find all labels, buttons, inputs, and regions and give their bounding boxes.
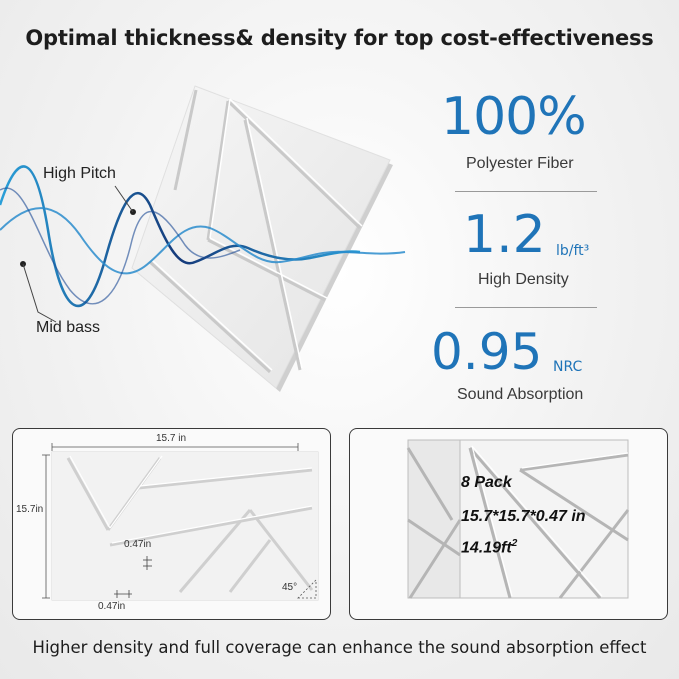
mid-bass-label: Mid bass bbox=[36, 319, 101, 336]
stat-density-label: High Density bbox=[478, 271, 569, 288]
high-pitch-label: High Pitch bbox=[43, 165, 116, 182]
stat-nrc-label: Sound Absorption bbox=[457, 386, 584, 403]
stat-density-unit: lb/ft³ bbox=[556, 243, 590, 259]
mid-bass-wave bbox=[0, 207, 406, 275]
stat-nrc-value: 0.95 bbox=[431, 323, 543, 381]
pack-count: 8 Pack bbox=[461, 474, 512, 491]
stat-density-value: 1.2 bbox=[463, 205, 546, 265]
stat-divider-2 bbox=[455, 307, 597, 308]
stat-nrc-unit: NRC bbox=[553, 359, 583, 375]
high-pitch-wave bbox=[0, 165, 361, 308]
width-dimension-label: 15.7 in bbox=[156, 433, 187, 444]
angle-label: 45° bbox=[282, 582, 298, 593]
stat-fiber-value: 100% bbox=[441, 87, 587, 147]
pack-area: 14.19ft2 bbox=[461, 538, 517, 557]
headline: Optimal thickness& density for top cost-… bbox=[25, 26, 654, 50]
thickness-bottom-label: 0.47in bbox=[98, 601, 126, 612]
pack-area-sup: 2 bbox=[511, 538, 518, 549]
pack-area-value: 14.19ft bbox=[461, 539, 512, 557]
stat-fiber-label: Polyester Fiber bbox=[466, 155, 574, 172]
pack-size: 15.7*15.7*0.47 in bbox=[461, 508, 586, 525]
thickness-mid-label: 0.47in bbox=[124, 539, 152, 550]
footer-caption: Higher density and full coverage can enh… bbox=[32, 638, 647, 657]
stat-divider-1 bbox=[455, 191, 597, 192]
height-dimension-label: 15.7in bbox=[16, 504, 44, 515]
